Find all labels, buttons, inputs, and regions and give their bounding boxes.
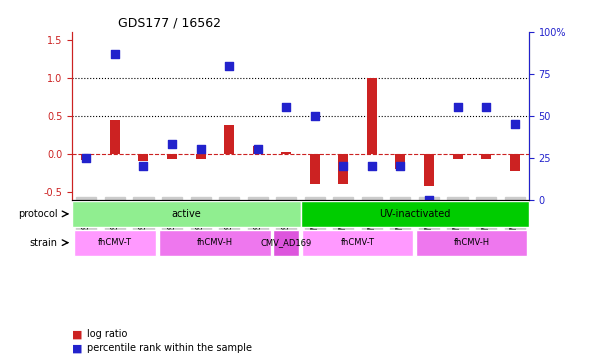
- FancyBboxPatch shape: [72, 201, 300, 227]
- Text: fhCMV-T: fhCMV-T: [98, 238, 132, 247]
- Bar: [281, 152, 291, 154]
- Bar: [338, 154, 349, 184]
- Text: ■: ■: [72, 343, 82, 353]
- Text: GDS177 / 16562: GDS177 / 16562: [118, 16, 221, 30]
- Bar: [367, 78, 377, 154]
- Bar: [252, 146, 263, 154]
- Point: [367, 163, 377, 169]
- Text: percentile rank within the sample: percentile rank within the sample: [87, 343, 252, 353]
- Text: log ratio: log ratio: [87, 329, 127, 339]
- Bar: [81, 154, 91, 160]
- Point: [281, 105, 291, 110]
- Text: strain: strain: [30, 238, 58, 248]
- FancyBboxPatch shape: [416, 230, 528, 256]
- Point: [395, 163, 405, 169]
- Point: [481, 105, 491, 110]
- Bar: [167, 154, 177, 159]
- Text: CMV_AD169: CMV_AD169: [261, 238, 312, 247]
- FancyBboxPatch shape: [302, 230, 413, 256]
- Text: active: active: [171, 209, 201, 219]
- Text: fhCMV-H: fhCMV-H: [454, 238, 490, 247]
- Point: [110, 51, 120, 57]
- Bar: [510, 154, 520, 171]
- Text: protocol: protocol: [18, 209, 58, 219]
- Bar: [453, 154, 463, 159]
- Bar: [424, 154, 434, 186]
- Text: UV-inactivated: UV-inactivated: [379, 209, 450, 219]
- Point: [424, 197, 434, 202]
- FancyBboxPatch shape: [273, 230, 299, 256]
- Point: [82, 155, 91, 161]
- Bar: [110, 120, 120, 154]
- Point: [510, 121, 519, 127]
- Bar: [310, 154, 320, 184]
- Point: [224, 63, 234, 69]
- Bar: [481, 154, 491, 159]
- FancyBboxPatch shape: [159, 230, 270, 256]
- Point: [139, 163, 148, 169]
- Bar: [195, 154, 206, 159]
- Point: [338, 163, 348, 169]
- Text: fhCMV-T: fhCMV-T: [341, 238, 374, 247]
- Point: [167, 141, 177, 147]
- Point: [196, 146, 206, 152]
- Point: [253, 146, 263, 152]
- Bar: [395, 154, 406, 169]
- Text: fhCMV-H: fhCMV-H: [197, 238, 233, 247]
- Point: [453, 105, 462, 110]
- FancyBboxPatch shape: [73, 230, 156, 256]
- FancyBboxPatch shape: [300, 201, 529, 227]
- Bar: [224, 125, 234, 154]
- Text: ■: ■: [72, 329, 82, 339]
- Bar: [138, 154, 148, 161]
- Point: [310, 113, 320, 119]
